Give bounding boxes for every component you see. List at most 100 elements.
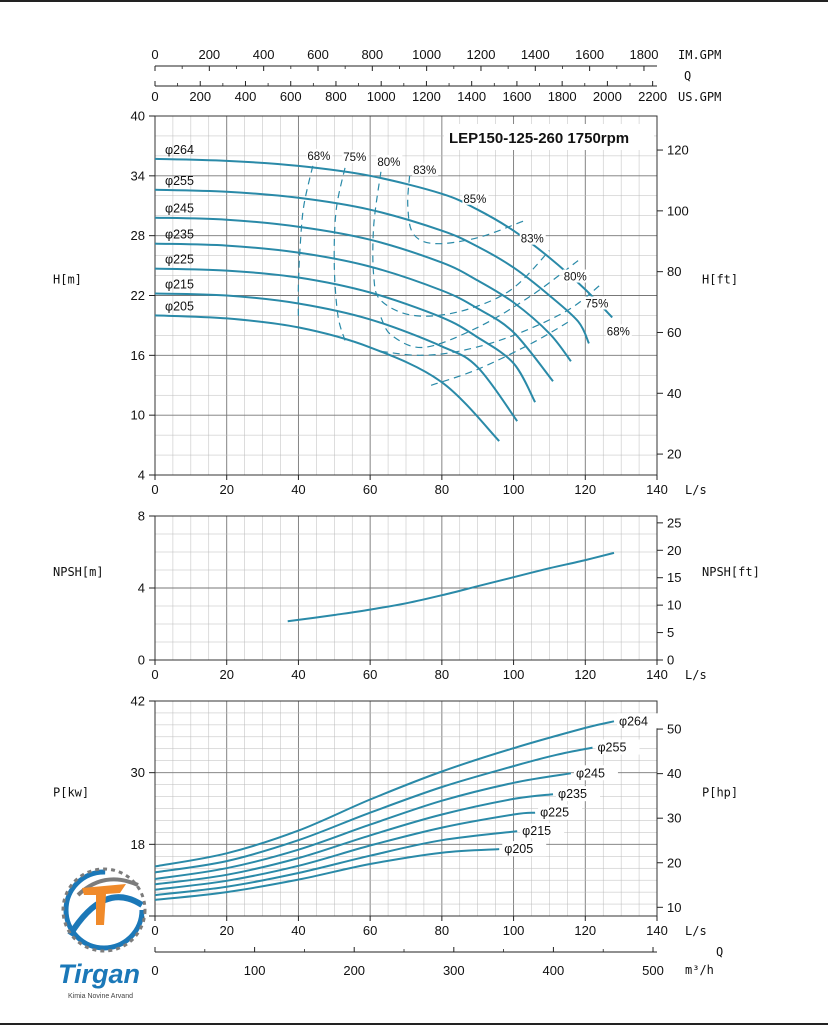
im-gpm-tick-label: 0: [151, 47, 158, 62]
head-y2tick-label: 40: [667, 386, 681, 401]
power-xtick-label: 20: [219, 923, 233, 938]
power-curve-label: φ205: [504, 842, 533, 856]
npsh-xtick-label: 120: [574, 667, 596, 682]
head-ytick-label: 40: [131, 109, 145, 124]
head-curve-label: φ215: [165, 278, 194, 292]
power-series-curve: [154, 830, 518, 897]
power-series-curve: [154, 746, 593, 874]
head-series-curve: [154, 267, 536, 403]
us-gpm-axis-label: US.GPM: [678, 90, 721, 104]
head-ytick-label: 16: [131, 348, 145, 363]
m3h-tick-label: 0: [151, 963, 158, 978]
power-xtick-label: 100: [503, 923, 525, 938]
power-label-backdrop: [556, 786, 601, 802]
npsh-y2tick-label: 5: [667, 625, 674, 640]
power-series-curve: [154, 720, 615, 868]
head-xtick-label: 120: [574, 482, 596, 497]
im-gpm-tick-label: 600: [307, 47, 329, 62]
efficiency-label-backdrop: [376, 154, 403, 168]
head-xtick-label: 80: [435, 482, 449, 497]
head-curve-label: φ255: [165, 174, 194, 188]
efficiency-label-backdrop: [562, 269, 589, 283]
power-curve-label: φ245: [576, 766, 605, 780]
npsh-y-axis-label: NPSH[m]: [53, 565, 104, 579]
efficiency-label: 75%: [585, 298, 608, 310]
efficiency-label: 68%: [307, 151, 330, 163]
efficiency-label-backdrop: [342, 149, 369, 163]
us-gpm-tick-label: 1400: [457, 89, 486, 104]
power-ytick-label: 42: [131, 694, 145, 709]
logo-subtitle: Kimia Novine Arvand: [68, 993, 133, 1000]
power-label-backdrop: [595, 739, 640, 755]
chart-title: LEP150-125-260 1750rpm: [449, 130, 629, 147]
npsh-xtick-label: 140: [646, 667, 668, 682]
head-efficiency-curve: [430, 319, 572, 386]
head-efficiency-curve: [407, 175, 525, 245]
power-curve-label: φ215: [522, 824, 551, 838]
us-gpm-tick-label: 1600: [502, 89, 531, 104]
m3h-tick-label: 200: [343, 963, 365, 978]
head-curve-label: φ225: [165, 253, 194, 267]
efficiency-label: 68%: [607, 326, 630, 338]
power-xtick-label: 120: [574, 923, 596, 938]
head-y2tick-label: 80: [667, 264, 681, 279]
power-y2tick-label: 50: [667, 722, 681, 737]
im-gpm-axis-label: IM.GPM: [678, 48, 721, 62]
im-gpm-tick-label: 1800: [630, 47, 659, 62]
power-curve-label: φ255: [597, 741, 626, 755]
q-bottom-label: Q: [716, 945, 723, 959]
head-curve-label: φ235: [165, 228, 194, 242]
head-y-axis-label: H[m]: [53, 273, 82, 287]
npsh-y2tick-label: 0: [667, 653, 674, 668]
power-y2tick-label: 20: [667, 855, 681, 870]
m3h-tick-label: 100: [244, 963, 266, 978]
npsh-ytick-label: 4: [138, 581, 145, 596]
us-gpm-tick-label: 1000: [367, 89, 396, 104]
im-gpm-tick-label: 1200: [467, 47, 496, 62]
npsh-xtick-label: 0: [151, 667, 158, 682]
head-series-curve: [154, 188, 590, 344]
efficiency-label-backdrop: [306, 148, 333, 162]
im-gpm-tick-label: 400: [253, 47, 275, 62]
us-gpm-tick-label: 2000: [593, 89, 622, 104]
us-gpm-tick-label: 0: [151, 89, 158, 104]
bottom-frame-line: [0, 1023, 828, 1025]
head-xtick-label: 40: [291, 482, 305, 497]
power-y-axis-label: P[kw]: [53, 786, 89, 800]
efficiency-label: 80%: [377, 157, 400, 169]
npsh-y2tick-label: 10: [667, 598, 681, 613]
npsh-y2tick-label: 15: [667, 570, 681, 585]
npsh-ytick-label: 8: [138, 509, 145, 524]
npsh-y2-axis-label: NPSH[ft]: [702, 565, 760, 579]
head-xtick-label: 20: [219, 482, 233, 497]
power-ytick-label: 18: [131, 837, 145, 852]
m3h-tick-label: 500: [642, 963, 664, 978]
top-frame-line: [0, 0, 828, 2]
efficiency-label-backdrop: [584, 296, 611, 310]
us-gpm-tick-label: 2200: [638, 89, 667, 104]
head-series-curve: [154, 314, 500, 442]
head-ytick-label: 28: [131, 228, 145, 243]
head-y2tick-label: 20: [667, 447, 681, 462]
m3h-tick-label: 400: [543, 963, 565, 978]
power-label-backdrop: [538, 804, 583, 820]
head-ytick-label: 22: [131, 288, 145, 303]
power-xtick-label: 0: [151, 923, 158, 938]
power-label-backdrop: [520, 823, 565, 839]
logo-emblem-icon: [61, 867, 147, 953]
power-y2tick-label: 40: [667, 766, 681, 781]
head-curve-label: φ264: [165, 143, 194, 157]
head-efficiency-curve: [372, 171, 550, 317]
head-efficiency-curve: [297, 165, 314, 321]
power-curve-label: φ225: [540, 806, 569, 820]
npsh-xtick-label: 20: [219, 667, 233, 682]
head-ytick-label: 34: [131, 168, 145, 183]
us-gpm-tick-label: 800: [325, 89, 347, 104]
m3h-tick-label: 300: [443, 963, 465, 978]
efficiency-label: 83%: [413, 165, 436, 177]
head-y2tick-label: 60: [667, 325, 681, 340]
head-ytick-label: 4: [138, 468, 145, 483]
power-series-curve: [154, 811, 536, 891]
